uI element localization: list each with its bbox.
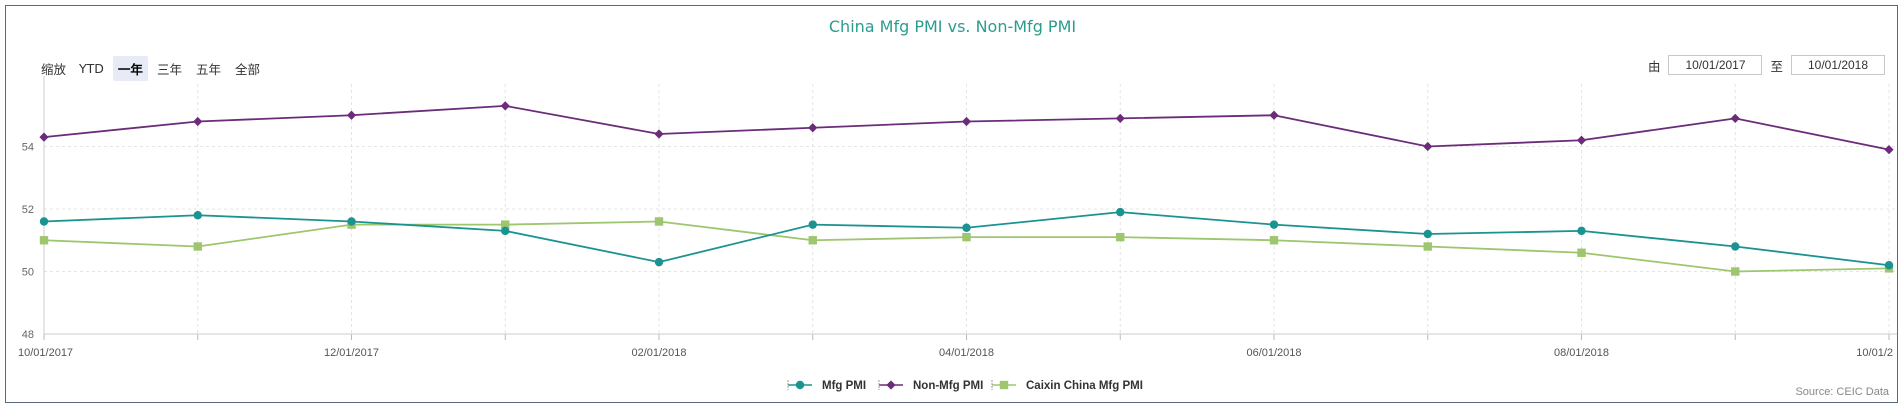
x-tick-label: 12/01/2017 xyxy=(324,347,379,359)
zoom-5y-button[interactable]: 五年 xyxy=(195,62,221,77)
data-point xyxy=(962,232,971,242)
y-tick-label: 54 xyxy=(22,142,34,154)
data-point xyxy=(1423,242,1432,251)
data-point xyxy=(1269,110,1279,120)
data-point xyxy=(193,116,203,127)
x-tick-label: 06/01/2018 xyxy=(1246,347,1301,359)
zoom-all-button[interactable]: 全部 xyxy=(234,62,260,77)
data-point xyxy=(347,217,356,226)
source-credit: Source: CEIC Data xyxy=(1795,386,1889,398)
data-point xyxy=(501,220,510,229)
x-tick-label: 10/01/2 xyxy=(1856,347,1893,359)
y-tick-label: 48 xyxy=(22,329,34,341)
zoom-1y-button[interactable]: 一年 xyxy=(112,56,148,81)
range-from-input[interactable] xyxy=(1668,55,1763,75)
data-point xyxy=(39,217,49,226)
legend-label: Caixin China Mfg PMI xyxy=(1026,380,1143,392)
data-point xyxy=(1269,236,1279,245)
range-to-label: 至 xyxy=(1770,58,1783,74)
zoom-ytd-button[interactable]: YTD xyxy=(79,61,104,76)
zoom-controls: 缩放 YTD 一年 三年 五年 全部 xyxy=(41,56,265,81)
data-point xyxy=(808,123,818,133)
series-mfg-pmi xyxy=(39,207,1894,270)
data-point xyxy=(1423,229,1432,239)
x-tick-label: 08/01/2018 xyxy=(1554,347,1609,359)
series-non-mfg-pmi xyxy=(39,101,1894,155)
legend-marker xyxy=(999,380,1009,390)
chart-frame: China Mfg PMI vs. Non-Mfg PMI 缩放 YTD 一年 … xyxy=(5,5,1898,403)
data-point xyxy=(1116,207,1125,217)
legend-marker xyxy=(886,380,896,390)
legend-marker xyxy=(795,380,805,390)
legend-item: Non-Mfg PMI xyxy=(878,380,983,392)
x-tick-label: 02/01/2018 xyxy=(631,347,686,359)
data-point xyxy=(39,236,49,245)
legend-label: Mfg PMI xyxy=(822,380,866,392)
legend-label: Non-Mfg PMI xyxy=(913,380,983,392)
chart-title: China Mfg PMI vs. Non-Mfg PMI xyxy=(828,17,1077,36)
data-point xyxy=(1577,226,1586,236)
range-from-label: 由 xyxy=(1647,58,1661,74)
data-point xyxy=(962,223,971,232)
zoom-label: 缩放 xyxy=(41,62,67,77)
legend-item: Mfg PMI xyxy=(787,380,866,392)
data-point xyxy=(961,116,972,127)
y-tick-label: 50 xyxy=(22,267,34,279)
x-tick-label: 10/01/2017 xyxy=(18,347,73,359)
range-to-input[interactable] xyxy=(1791,55,1885,75)
date-range-selector: 由 至 xyxy=(1648,55,1885,75)
data-point xyxy=(1730,113,1740,123)
data-point xyxy=(193,242,202,251)
x-tick-label: 04/01/2018 xyxy=(939,347,994,359)
data-point xyxy=(654,217,664,226)
data-point xyxy=(1731,267,1740,276)
data-point xyxy=(501,226,510,236)
data-point xyxy=(1884,261,1894,270)
data-point xyxy=(346,110,357,120)
data-point xyxy=(39,132,49,142)
line-chart: 48 50 52 54 10/01/2017 12/01/2017 02/01/2018 04… xyxy=(18,76,1897,392)
zoom-3y-button[interactable]: 三年 xyxy=(156,62,182,77)
data-point xyxy=(1115,113,1125,123)
data-point xyxy=(1731,242,1740,251)
data-point xyxy=(808,236,817,245)
data-point xyxy=(808,220,817,229)
data-point xyxy=(1116,232,1125,242)
data-point xyxy=(1269,220,1279,229)
legend-item: Caixin China Mfg PMI xyxy=(991,380,1143,392)
legend: Mfg PMI Non-Mfg PMI Caixin China Mfg PMI xyxy=(787,380,1143,392)
data-point xyxy=(1577,248,1586,257)
data-point xyxy=(1576,135,1587,145)
data-point xyxy=(1423,141,1433,152)
data-point xyxy=(654,129,664,139)
y-tick-label: 52 xyxy=(22,204,34,216)
data-point xyxy=(193,211,202,220)
data-point xyxy=(654,257,664,267)
data-point xyxy=(500,101,510,111)
data-point xyxy=(1884,145,1894,155)
